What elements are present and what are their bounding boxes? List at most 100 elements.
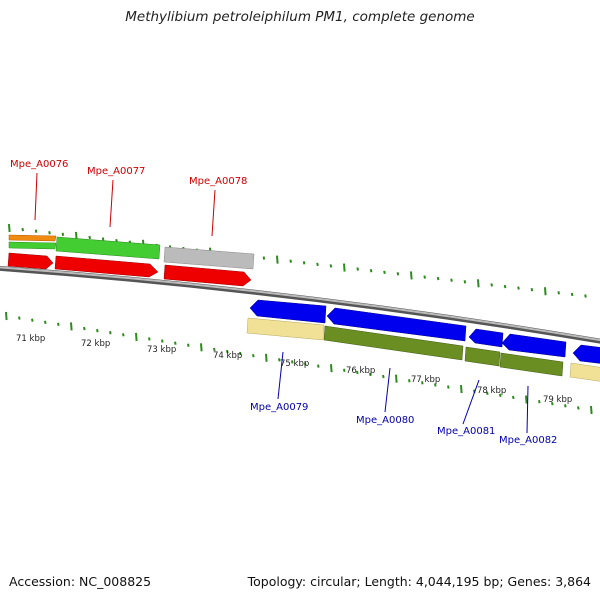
major-tick	[276, 255, 279, 264]
label-leader-line	[34, 172, 38, 221]
genome-backbone	[0, 265, 600, 344]
kbp-label: 72 kbp	[81, 339, 110, 349]
gene-red-3[interactable]	[163, 264, 252, 287]
major-tick	[544, 287, 547, 296]
gene-mpe-a0077-green[interactable]	[55, 236, 161, 260]
minor-tick	[213, 347, 216, 352]
minor-tick	[369, 269, 373, 273]
bottom-strand-features	[246, 299, 600, 382]
major-tick	[460, 385, 463, 394]
gene-khaki-2[interactable]	[569, 362, 600, 382]
minor-tick	[584, 294, 587, 298]
minor-tick	[148, 337, 151, 341]
gene-olive-2[interactable]	[464, 346, 501, 367]
label-leader-line	[526, 385, 529, 434]
minor-tick	[34, 229, 38, 233]
minor-tick	[530, 287, 534, 292]
minor-tick	[490, 283, 493, 287]
genome-summary-text: Topology: circular; Length: 4,044,195 bp…	[247, 574, 591, 589]
gene-grey[interactable]	[163, 246, 255, 270]
kbp-labels: 71 kbp 72 kbp 73 kbp 74 kbp 75 kbp 76 kbp 77 k…	[16, 334, 572, 405]
minor-tick	[21, 227, 24, 232]
major-tick	[343, 263, 346, 272]
gene-blue-5[interactable]	[572, 344, 600, 364]
gene-olive-1[interactable]	[323, 325, 464, 361]
minor-tick	[382, 374, 385, 379]
minor-tick	[226, 349, 229, 354]
accession-text: Accession: NC_008825	[9, 574, 152, 589]
kbp-label: 75 kbp	[280, 359, 309, 369]
minor-tick	[83, 326, 86, 331]
gene-label-mpe-a0080[interactable]: Mpe_A0080	[356, 415, 414, 426]
kbp-label: 71 kbp	[16, 334, 45, 344]
gene-red-2[interactable]	[54, 255, 159, 278]
major-tick	[395, 374, 398, 383]
gene-mpe-a0082-blue[interactable]	[501, 333, 567, 358]
minor-tick	[122, 333, 125, 337]
minor-tick	[343, 368, 346, 373]
minor-tick	[96, 328, 99, 333]
major-tick	[330, 364, 333, 373]
gene-mpe-a0081-blue[interactable]	[468, 328, 504, 348]
gene-blue-1[interactable]	[249, 299, 327, 324]
kbp-label: 78 kbp	[477, 386, 506, 396]
minor-tick	[450, 278, 453, 282]
minor-tick	[57, 322, 60, 327]
major-tick	[265, 353, 268, 362]
minor-tick	[31, 318, 34, 322]
minor-tick	[187, 343, 190, 347]
gene-label-mpe-a0078[interactable]: Mpe_A0078	[189, 176, 247, 187]
gene-green-small[interactable]	[8, 241, 57, 250]
minor-tick	[577, 406, 580, 410]
minor-tick	[369, 372, 372, 377]
minor-tick	[316, 262, 319, 267]
kbp-label: 79 kbp	[543, 395, 572, 405]
gene-label-mpe-a0076[interactable]: Mpe_A0076	[10, 159, 68, 170]
bottom-gene-labels: Mpe_A0079 Mpe_A0080 Mpe_A0081 Mpe_A0082	[250, 351, 557, 446]
minor-tick	[289, 259, 292, 263]
minor-tick	[538, 399, 541, 404]
minor-tick	[48, 231, 51, 235]
label-leader-line	[462, 379, 480, 425]
minor-tick	[262, 256, 266, 260]
minor-tick	[174, 341, 177, 345]
minor-tick	[252, 353, 255, 358]
minor-tick	[551, 402, 554, 406]
top-gene-labels: Mpe_A0076 Mpe_A0077 Mpe_A0078	[10, 159, 247, 237]
minor-tick	[44, 320, 47, 324]
minor-tick	[88, 235, 91, 240]
kbp-label: 76 kbp	[346, 366, 375, 376]
minor-tick	[408, 379, 411, 383]
gene-red-1[interactable]	[7, 252, 54, 270]
gene-label-mpe-a0079[interactable]: Mpe_A0079	[250, 402, 308, 413]
minor-tick	[434, 383, 437, 387]
minor-tick	[239, 351, 242, 356]
gene-label-mpe-a0082[interactable]: Mpe_A0082	[499, 435, 557, 446]
map-title: Methylibium petroleiphilum PM1, complete…	[125, 9, 475, 25]
minor-tick	[564, 404, 567, 408]
label-leader-line	[277, 351, 284, 400]
minor-tick	[557, 291, 560, 295]
minor-tick	[421, 381, 424, 385]
minor-tick	[291, 360, 294, 364]
gene-label-mpe-a0077[interactable]: Mpe_A0077	[87, 166, 145, 177]
minor-tick	[512, 395, 515, 400]
minor-tick	[18, 316, 21, 320]
kbp-label: 73 kbp	[147, 345, 176, 355]
gene-olive-3[interactable]	[499, 352, 564, 377]
gene-mpe-a0080-blue[interactable]	[326, 307, 467, 342]
major-tick	[200, 343, 203, 352]
major-tick	[5, 311, 8, 321]
minor-tick	[499, 393, 502, 398]
minor-tick	[101, 237, 105, 241]
minor-tick	[278, 358, 281, 362]
minor-tick	[109, 331, 112, 335]
gene-orange-bar[interactable]	[8, 234, 57, 242]
gene-khaki-1[interactable]	[246, 317, 325, 341]
kbp-label: 74 kbp	[213, 351, 242, 361]
major-tick	[8, 223, 11, 233]
major-tick	[70, 322, 73, 331]
major-tick	[477, 279, 480, 288]
gene-label-mpe-a0081[interactable]: Mpe_A0081	[437, 426, 495, 437]
